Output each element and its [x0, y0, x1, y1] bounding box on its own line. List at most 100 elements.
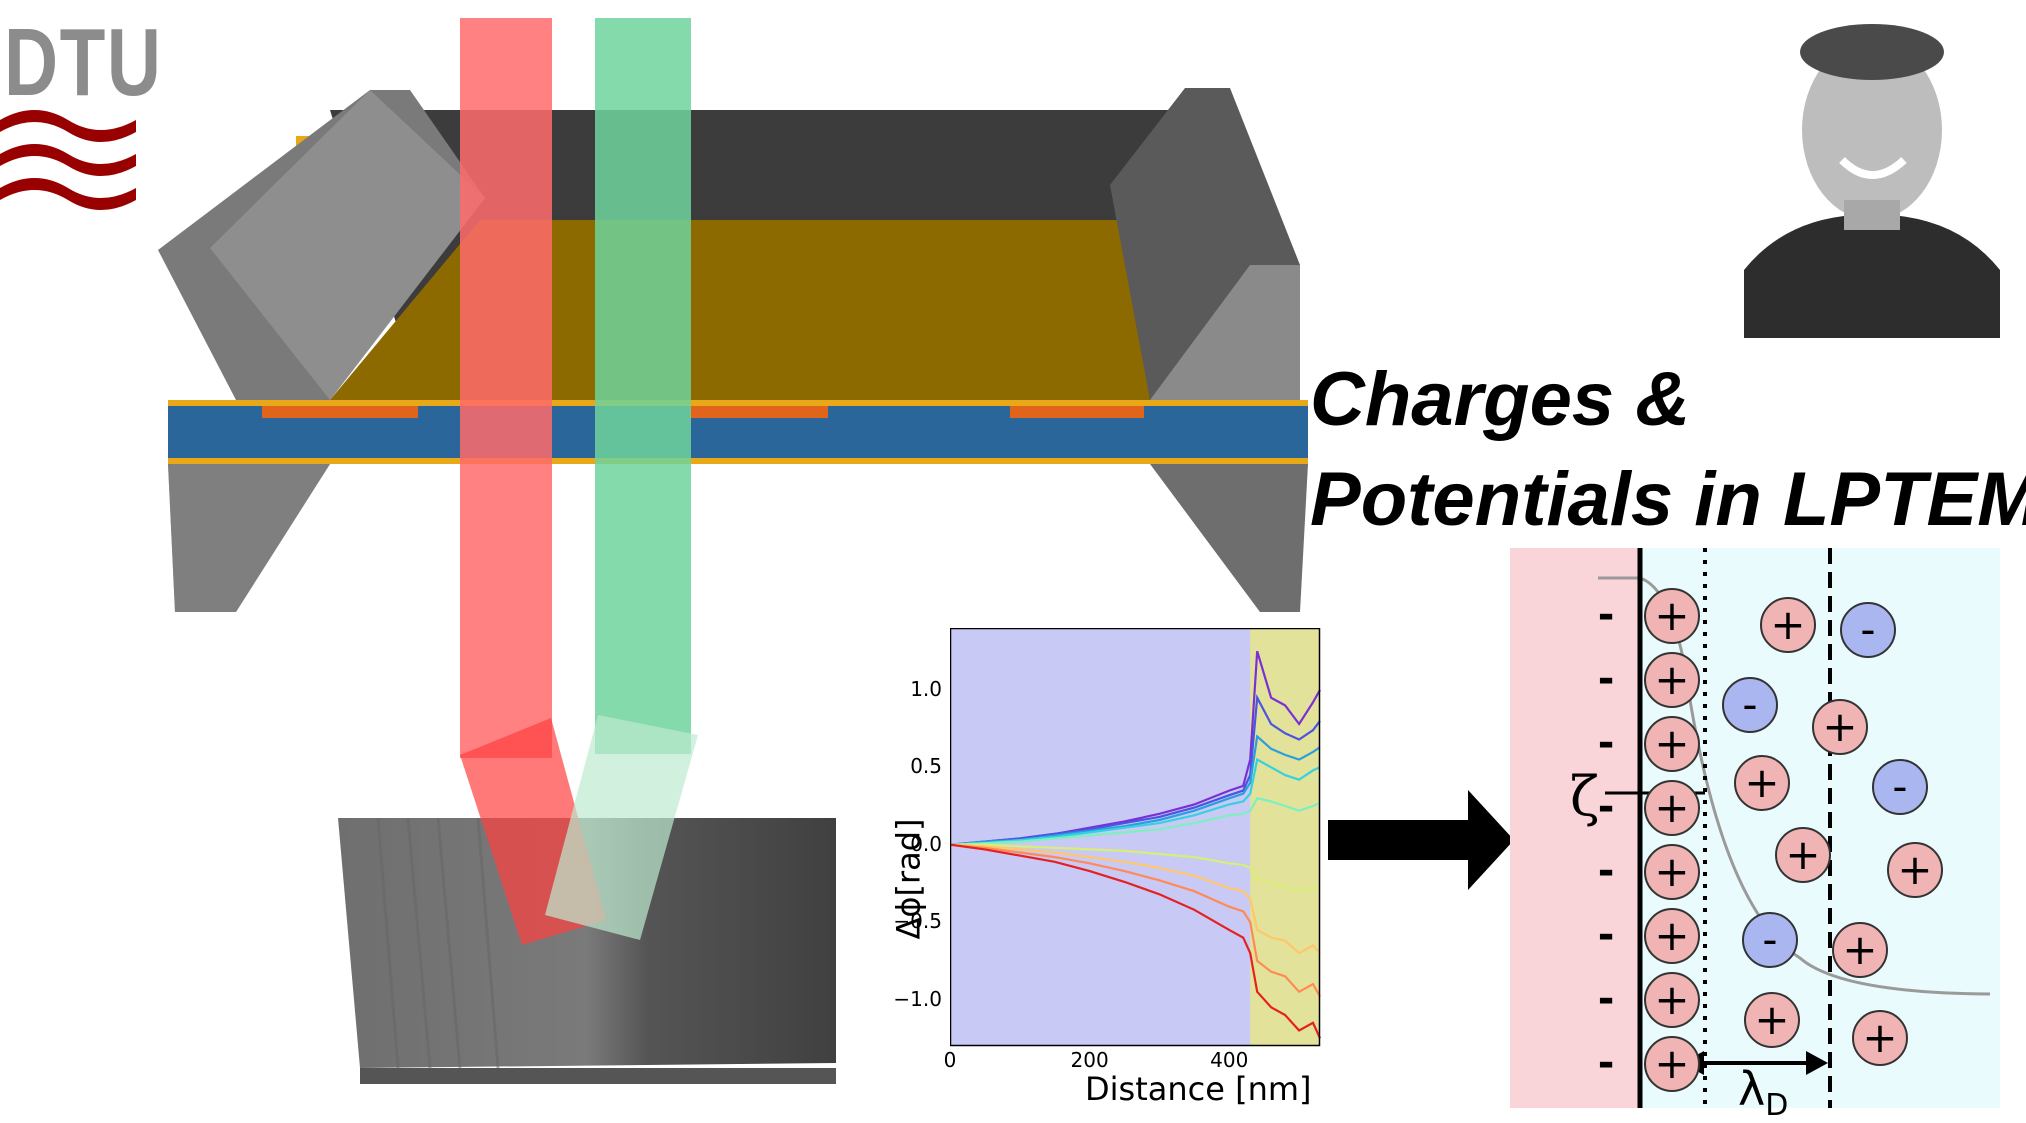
ion-sign: +: [1654, 655, 1689, 704]
green-beam-deflected: [545, 715, 698, 940]
stern-cation: +: [1644, 1036, 1700, 1092]
ion-circle: [1852, 1010, 1908, 1066]
series-line-1: [950, 693, 1321, 846]
wall-charge: -: [1598, 656, 1615, 702]
diffuse-cation: +: [1852, 1010, 1908, 1066]
stern-cation: +: [1644, 780, 1700, 836]
diffuse-cation: +: [1744, 992, 1800, 1048]
title-line-1: Charges &: [1310, 357, 1691, 442]
ion-sign: +: [1654, 783, 1689, 832]
ion-sign: +: [1654, 591, 1689, 640]
ion-circle: [1644, 588, 1700, 644]
stern-cation: +: [1644, 908, 1700, 964]
ion-sign: +: [1654, 1039, 1689, 1088]
title-line-2: Potentials in LPTEM: [1310, 457, 2026, 542]
ion-sign: +: [1754, 995, 1789, 1044]
y-tick-label: 0.0: [910, 831, 942, 856]
ion-sign: +: [1862, 1013, 1897, 1062]
ion-circle: [1832, 922, 1888, 978]
edl-schematic: +-+-+-+-+-+-+-+-+ -- ++ -+ +- ++ +: [1510, 548, 2000, 1108]
red-beam: [460, 18, 552, 758]
debye-symbol: λ: [1738, 1062, 1766, 1116]
zeta-potential-label: ζ: [1570, 765, 1600, 828]
cell-lower-right-frame: [1150, 464, 1308, 612]
wall-charge: -: [1598, 912, 1615, 958]
y-tick-label: −0.5: [893, 909, 942, 934]
wall-charge: -: [1598, 592, 1615, 638]
ion-circle: [1760, 597, 1816, 653]
ion-circle: [1644, 652, 1700, 708]
ion-circle: [1644, 1036, 1700, 1092]
stern-cation: +: [1644, 972, 1700, 1028]
wall-charge: -: [1598, 720, 1615, 766]
series-line-6: [950, 843, 1321, 955]
ion-sign: +: [1897, 845, 1932, 894]
series-line-8: [950, 843, 1322, 1039]
debye-length-label: λD: [1738, 1062, 1788, 1123]
ion-sign: +: [1770, 600, 1805, 649]
ion-circle: [1734, 755, 1790, 811]
x-tick-label: 400: [1210, 1048, 1249, 1072]
ion-circle: [1722, 677, 1778, 733]
series-line-4: [950, 797, 1321, 846]
y-tick-label: −1.0: [893, 986, 942, 1011]
x-tick-label: 200: [1070, 1048, 1109, 1072]
bottom-membrane: [168, 458, 1308, 464]
ion-sign: +: [1785, 830, 1820, 879]
ion-sign: +: [1654, 975, 1689, 1024]
spacer-1: [262, 406, 418, 418]
x-axis-label: Distance [nm]: [1085, 1070, 1312, 1108]
diffuse-cation: +: [1832, 922, 1888, 978]
ion-sign: +: [1654, 847, 1689, 896]
cell-right-frame-face: [1150, 265, 1300, 400]
ion-circle: [1744, 992, 1800, 1048]
series-line-3: [950, 757, 1321, 846]
diffuse-cation: +: [1887, 842, 1943, 898]
ion-sign: +: [1842, 925, 1877, 974]
tem-micrograph: [338, 818, 836, 1084]
ion-circle: [1812, 699, 1868, 755]
ion-circle: [1840, 602, 1896, 658]
stern-cation: +: [1644, 652, 1700, 708]
stern-cation: +: [1644, 716, 1700, 772]
dtu-waves-icon: [0, 110, 136, 210]
ion-sign: -: [1860, 605, 1875, 654]
wall-charge: -: [1598, 976, 1615, 1022]
x-tick-label: 0: [943, 1048, 957, 1072]
diffuse-anion: -: [1840, 602, 1896, 658]
wall-charge: -: [1598, 848, 1615, 894]
liquid-cell-illustration: [158, 88, 1308, 612]
solid-region: [1510, 548, 1640, 1108]
cell-left-frame-face: [210, 90, 485, 400]
ion-sign: -: [1762, 915, 1777, 964]
stern-cation: +: [1644, 844, 1700, 900]
ion-sign: -: [1892, 762, 1907, 811]
ion-circle: [1644, 908, 1700, 964]
liquid-region: [1640, 548, 2000, 1108]
dtu-logo-text: DTU: [4, 9, 163, 116]
diffuse-anion: -: [1742, 912, 1798, 968]
stern-cation: +: [1644, 588, 1700, 644]
ion-circle: [1644, 972, 1700, 1028]
spacer-3: [1010, 406, 1144, 418]
ion-sign: +: [1654, 911, 1689, 960]
y-axis-label: Δϕ[rad]: [889, 818, 928, 940]
right-arrow-icon: [1328, 790, 1514, 890]
series-line-7: [950, 843, 1321, 998]
diffuse-cation: +: [1812, 699, 1868, 755]
diffuse-cation: +: [1775, 827, 1831, 883]
highlight-region: [1250, 628, 1320, 1046]
y-tick-label: 1.0: [910, 676, 942, 701]
phase-plot-area: [950, 628, 1322, 1047]
wall-charge: -: [1598, 1040, 1615, 1086]
ion-sign: -: [1742, 680, 1757, 729]
debye-subscript: D: [1765, 1088, 1789, 1123]
ion-circle: [1742, 912, 1798, 968]
portrait-photo: [1744, 10, 2000, 338]
debye-arrowhead-right: [1806, 1051, 1828, 1075]
y-tick-label: 0.5: [910, 754, 942, 779]
wall-charge: -: [1598, 784, 1615, 830]
top-membrane: [168, 400, 1308, 406]
electron-beams: [460, 18, 698, 945]
ion-sign: +: [1744, 758, 1779, 807]
